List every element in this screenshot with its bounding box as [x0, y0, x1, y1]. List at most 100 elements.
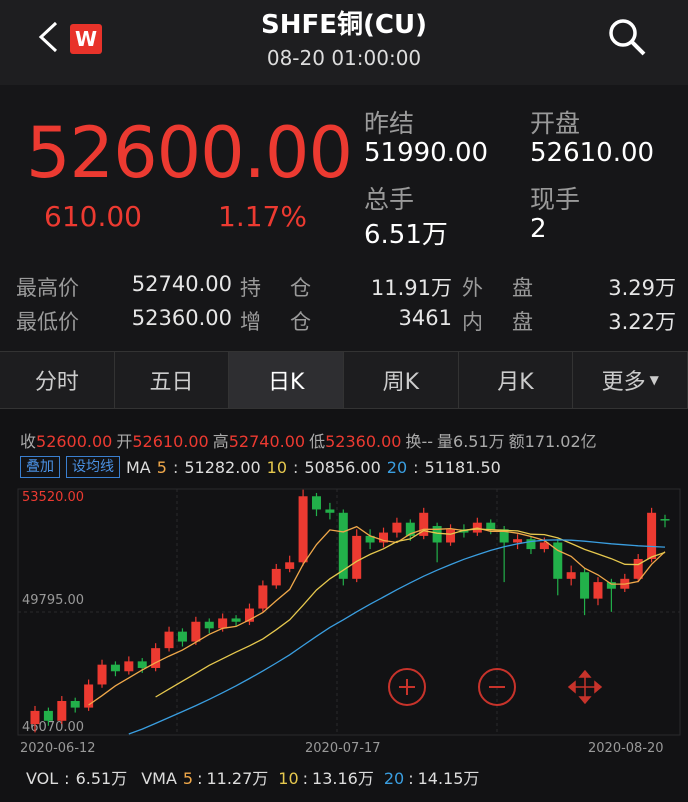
vma-name: 5 [182, 769, 194, 788]
info-label: 换 [405, 432, 422, 451]
vma-label: VMA [141, 769, 177, 788]
title: SHFE铜(CU) [261, 10, 427, 40]
candle-body [392, 522, 402, 533]
row-label: 内 [462, 310, 483, 334]
candle-body [606, 582, 616, 589]
tab-label: 周K [382, 370, 420, 395]
ma-line [155, 528, 666, 698]
vma-sep: : [302, 769, 309, 788]
row-label: 盘 [512, 310, 533, 334]
ma-button[interactable]: 设均线 [66, 456, 120, 478]
candle-body [660, 519, 670, 521]
ma-button[interactable]: 叠加 [20, 456, 60, 478]
candle-body [419, 512, 429, 536]
ma-sep: : [413, 457, 419, 477]
x-tick-label: 2020-06-12 [20, 741, 96, 756]
tab[interactable]: 日K [229, 352, 345, 408]
ma-value: 51181.50 [424, 457, 501, 477]
row-label: 外 [462, 276, 483, 300]
candle-body [593, 582, 603, 599]
candle-body [271, 568, 281, 586]
candle-body [70, 700, 80, 708]
vma-value: 11.27万 [206, 769, 269, 788]
logo: W [70, 24, 102, 54]
candle-body [137, 661, 147, 668]
row-label: 仓 [290, 276, 311, 300]
move-arrows [567, 669, 603, 705]
row-value: 11.91万 [370, 276, 452, 300]
vma-sep: : [197, 769, 203, 788]
info-value: 52740.00 [228, 432, 306, 451]
row-value: 52740.00 [131, 272, 232, 296]
candle-body [110, 664, 120, 672]
candle-body [30, 710, 40, 725]
vma-value: 14.15万 [417, 769, 480, 788]
row-label: 仓 [290, 310, 311, 334]
candle-body [57, 700, 67, 721]
vma-name: 20 [383, 769, 405, 788]
ma-line [128, 539, 666, 735]
info-label: 低 [309, 432, 326, 451]
candle-body [84, 684, 94, 708]
stat-value: 2 [530, 214, 547, 244]
subtitle: 08-20 01:00:00 [266, 46, 422, 70]
info-value: 52610.00 [132, 432, 209, 451]
ma-line: 叠加 设均线 MA 5:51282.00 10:50856.00 20:51181.50 [20, 456, 501, 478]
tab[interactable]: 周K [344, 352, 459, 408]
x-tick-label: 2020-07-17 [305, 741, 381, 756]
change: 610.00 [44, 200, 142, 233]
tabs: 分时 五日 日K 周K 月K 更多 ▼ [0, 351, 688, 409]
y-tick-label: 53520.00 [22, 490, 84, 505]
candle-body [124, 661, 134, 672]
row-label: 最高价 [16, 276, 79, 300]
candle-body [43, 710, 53, 721]
move-control[interactable] [567, 669, 603, 705]
tab[interactable]: 月K [459, 352, 574, 408]
candle-body [553, 542, 563, 579]
info-label: 额 [508, 432, 525, 451]
search-button[interactable] [606, 16, 648, 58]
tab-label: 更多 [601, 370, 646, 395]
candle-body [566, 572, 576, 579]
tab[interactable]: 分时 [0, 352, 115, 408]
ma-value: 50856.00 [304, 457, 381, 477]
candle-body [97, 664, 107, 685]
zoom-minus[interactable] [478, 668, 516, 706]
candle-body [285, 562, 295, 569]
zoom-circle [388, 668, 426, 706]
tab[interactable]: 五日 [115, 352, 230, 408]
row-label: 最低价 [16, 310, 79, 334]
zoom-circle [478, 668, 516, 706]
candle-body [526, 539, 536, 550]
ma-line [88, 525, 666, 706]
tab-label: 月K [497, 370, 534, 395]
candle-body [338, 512, 348, 579]
back-button[interactable] [36, 20, 60, 54]
ma-name: 20 [386, 457, 408, 477]
tab[interactable]: 更多 ▼ [573, 352, 688, 408]
stat-value: 51990.00 [364, 138, 489, 168]
y-tick-label: 49795.00 [22, 593, 84, 608]
vol-sep: : [64, 769, 70, 788]
candle-body [177, 631, 187, 642]
zoom-plus[interactable] [388, 668, 426, 706]
ma-value: 51282.00 [184, 457, 261, 477]
candle-body [486, 522, 496, 530]
stat-label: 开盘 [530, 109, 581, 138]
price: 52600.00 [26, 112, 353, 194]
row-value: 3.29万 [608, 276, 676, 300]
row-label: 盘 [512, 276, 533, 300]
vma-sep: : [408, 769, 414, 788]
tab-label: 分时 [34, 370, 79, 395]
stat-label: 现手 [530, 185, 581, 214]
change-pct: 1.17% [218, 200, 307, 233]
candle-body [513, 539, 523, 543]
candle-body [352, 535, 362, 579]
candle-body [311, 496, 321, 510]
candle-body [379, 532, 389, 543]
vol-label: VOL [26, 769, 59, 788]
stat-value: 52610.00 [530, 138, 655, 168]
candle-body [164, 631, 174, 649]
